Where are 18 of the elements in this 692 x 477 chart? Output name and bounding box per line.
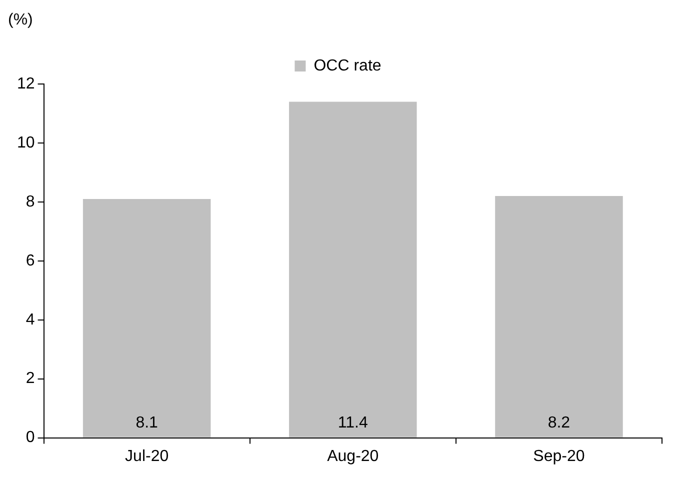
x-tick-label: Sep-20 bbox=[533, 448, 585, 465]
y-tick-label: 8 bbox=[26, 193, 35, 210]
y-tick-label: 12 bbox=[17, 75, 35, 92]
y-tick-label: 10 bbox=[17, 134, 35, 152]
data-label: 8.2 bbox=[548, 414, 570, 432]
bar bbox=[495, 196, 623, 438]
data-label: 11.4 bbox=[338, 414, 368, 432]
y-tick-label: 6 bbox=[26, 252, 35, 270]
bar bbox=[289, 102, 417, 438]
y-axis-title: (%) bbox=[8, 11, 33, 28]
y-tick-label: 2 bbox=[26, 370, 35, 388]
x-tick-label: Aug-20 bbox=[327, 448, 379, 465]
y-tick-label: 0 bbox=[26, 429, 35, 446]
legend-label: OCC rate bbox=[314, 57, 382, 74]
data-label: 8.1 bbox=[136, 414, 158, 432]
x-tick-label: Jul-20 bbox=[125, 448, 169, 465]
y-tick-label: 4 bbox=[26, 311, 35, 328]
bar bbox=[82, 198, 211, 438]
